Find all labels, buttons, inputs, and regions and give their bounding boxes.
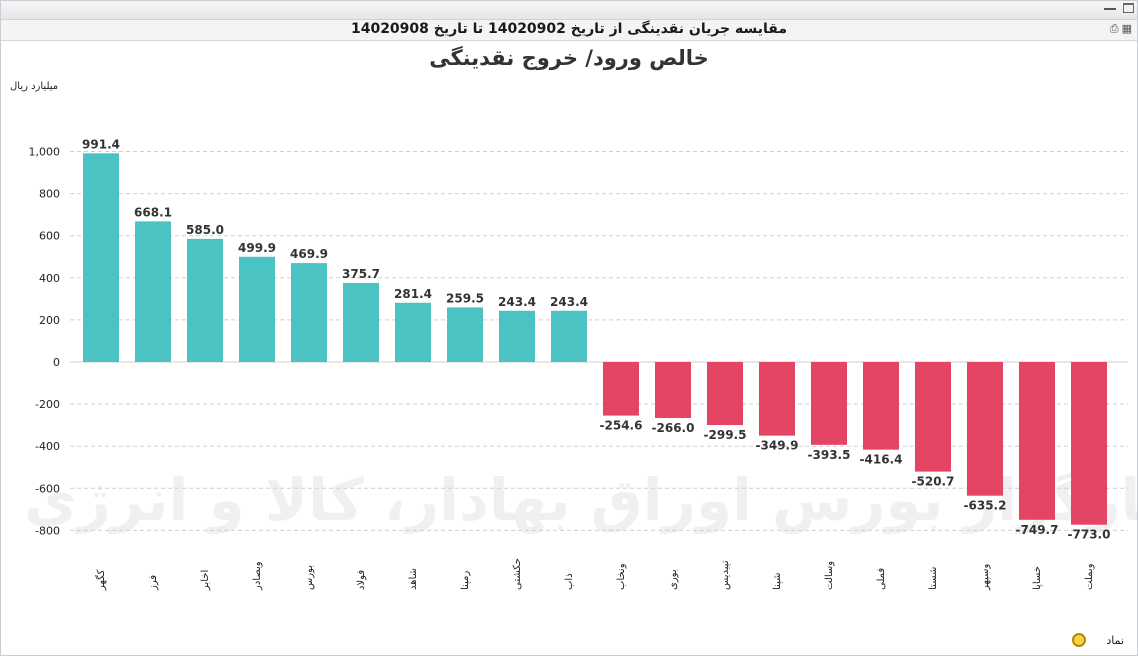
y-tick-label: -400: [35, 440, 60, 453]
x-tick-label: وبصادر: [252, 561, 263, 591]
x-tick-label: وسالت: [824, 561, 835, 590]
bar[interactable]: [135, 221, 171, 362]
bar[interactable]: [759, 362, 795, 436]
x-tick-label: رمپنا: [460, 571, 471, 590]
bar[interactable]: [655, 362, 691, 418]
bar[interactable]: [447, 307, 483, 362]
bar-value-label: -299.5: [704, 428, 747, 442]
x-tick-label: تپیدیس: [720, 560, 731, 590]
x-tick-label: ونخاب: [616, 563, 627, 590]
y-tick-label: -600: [35, 482, 60, 495]
bar-value-label: 469.9: [290, 247, 328, 261]
bars: [83, 153, 1107, 525]
window-titlebar: [1, 1, 1137, 20]
bar-value-label: -416.4: [860, 453, 903, 467]
x-tick-label: شاهد: [408, 568, 419, 590]
y-axis-ticks: 1,000 800 600 400 200 0 -200 -400 -600 -800: [29, 146, 61, 538]
bar-value-label: -749.7: [1016, 523, 1059, 537]
y-tick-label: 200: [39, 314, 60, 327]
y-tick-label: 600: [39, 230, 60, 243]
watermark-text: کارگزار بورس اوراق بهادار، کالا و انرژی: [24, 466, 1138, 535]
x-tick-label: شپنا: [772, 573, 783, 590]
bar[interactable]: [551, 310, 587, 362]
bar-value-label: 281.4: [394, 287, 432, 301]
watermark: کارگزار بورس اوراق بهادار، کالا و انرژی: [24, 466, 1138, 535]
y-tick-label: -800: [35, 524, 60, 537]
bar-value-label: 585.0: [186, 223, 224, 237]
export-icon[interactable]: ▦: [1121, 22, 1132, 35]
bar-value-label: -520.7: [912, 475, 955, 489]
value-labels: 991.4 668.1 585.0 499.9 469.9 375.7 281.4 259.5…: [82, 137, 1110, 541]
bar[interactable]: [187, 238, 223, 362]
x-tick-label: بوری: [668, 569, 679, 590]
bar[interactable]: [291, 263, 327, 362]
symbol-icon[interactable]: [1072, 633, 1086, 647]
bar[interactable]: [343, 282, 379, 362]
chart-title: خالص ورود/ خروج نقدینگی: [429, 46, 709, 70]
toolbar-icons: ⎙ ▦: [1107, 22, 1132, 36]
bar-value-label: -635.2: [964, 499, 1007, 513]
bar[interactable]: [83, 153, 119, 362]
bar-value-label: 499.9: [238, 241, 276, 255]
bar-value-label: -349.9: [756, 439, 799, 453]
bar-value-label: -393.5: [808, 448, 851, 462]
bar[interactable]: [603, 362, 639, 416]
bar-value-label: -773.0: [1068, 528, 1111, 542]
bar[interactable]: [915, 362, 951, 472]
symbol-axis-label: نماد: [1106, 634, 1124, 647]
y-axis-label: میلیارد ریال: [10, 81, 59, 92]
x-tick-label: وسپهر: [980, 563, 991, 591]
bar-value-label: -266.0: [652, 421, 695, 435]
x-tick-label: بورس: [304, 565, 315, 590]
bar-value-label: 259.5: [446, 291, 484, 305]
bar[interactable]: [967, 362, 1003, 496]
x-tick-label: خساپا: [1032, 566, 1043, 590]
bar[interactable]: [239, 256, 275, 362]
x-tick-label: کگهر: [95, 569, 107, 591]
maximize-icon[interactable]: [1123, 3, 1134, 13]
print-icon[interactable]: ⎙: [1109, 22, 1119, 35]
bar-value-label: 375.7: [342, 267, 380, 281]
bar[interactable]: [499, 310, 535, 362]
bar-value-label: 243.4: [498, 295, 536, 309]
x-axis-labels: کگهر فرز اخابر وبصادر بورس فولاد شاهد رمپنا حکشت…: [95, 558, 1095, 591]
y-tick-label: 1,000: [29, 146, 61, 159]
x-tick-label: فملی: [876, 568, 887, 590]
bar-value-label: -254.6: [600, 419, 643, 433]
bar[interactable]: [707, 362, 743, 426]
bar-value-label: 991.4: [82, 137, 120, 151]
bar[interactable]: [395, 302, 431, 362]
bar[interactable]: [1071, 362, 1107, 525]
y-tick-label: 400: [39, 272, 60, 285]
subtitle-bar: [1, 20, 1137, 41]
x-tick-label: اخابر: [200, 570, 211, 591]
x-tick-label: فرز: [148, 575, 159, 591]
bar[interactable]: [863, 362, 899, 450]
chart-subtitle: مقایسه جریان نقدینگی از تاریخ 14020902 ت…: [350, 21, 788, 37]
bar[interactable]: [811, 362, 847, 445]
x-tick-label: فولاد: [356, 570, 367, 590]
x-tick-label: وبملت: [1084, 563, 1095, 590]
y-tick-label: 0: [53, 356, 60, 369]
x-tick-label: حکشتی: [512, 558, 523, 590]
bar[interactable]: [1019, 362, 1055, 520]
y-tick-label: -200: [35, 398, 60, 411]
bar-value-label: 668.1: [134, 205, 172, 219]
x-tick-label: شستا: [928, 567, 939, 590]
y-tick-label: 800: [39, 188, 60, 201]
minimize-icon[interactable]: [1104, 8, 1116, 10]
x-tick-label: ذاب: [564, 573, 575, 590]
bar-value-label: 243.4: [550, 295, 588, 309]
